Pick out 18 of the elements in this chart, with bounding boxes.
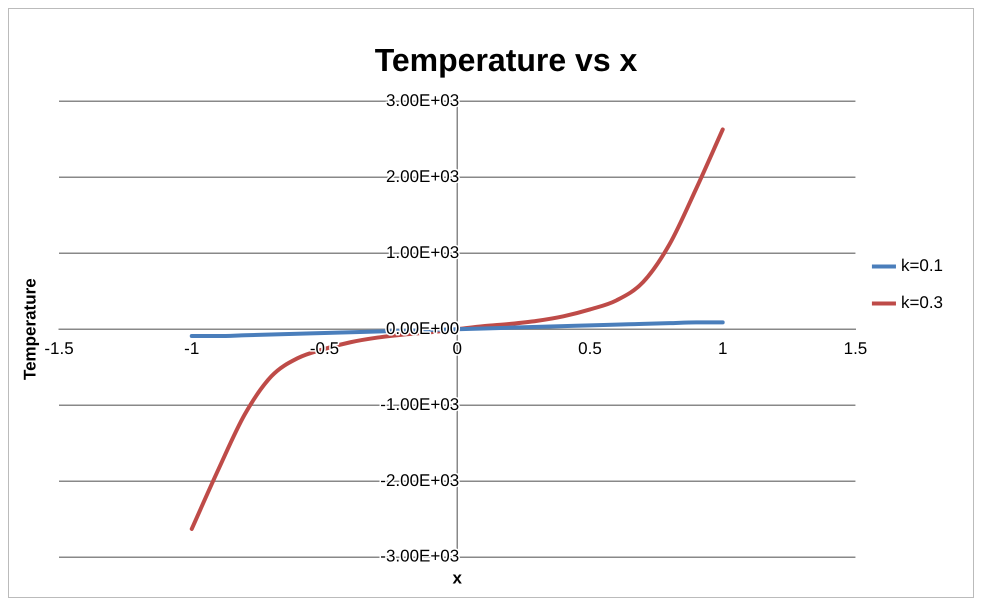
legend-label: k=0.3 [900,293,943,312]
y-axis-title: Temperature [20,278,40,380]
y-tick-label: -3.00E+03 [380,546,460,566]
y-tick-label: -1.00E+03 [380,394,460,414]
legend-label: k=0.1 [900,256,943,276]
x-tick-label: 0.5 [578,338,602,358]
x-tick-label: 1 [718,338,728,358]
x-tick-label: 0 [452,338,462,358]
y-tick-label: 2.00E+03 [386,167,460,186]
chart-title: Temperature vs x [374,42,638,78]
y-tick-label: 1.00E+03 [386,242,460,262]
line-series [190,320,725,338]
x-tick-label: -1.5 [44,338,74,358]
y-tick-label: 3.00E+03 [386,91,460,110]
x-axis-title: x [452,568,462,588]
x-tick-label: -1 [184,338,200,358]
x-tick-label: 1.5 [844,338,868,358]
y-tick-label: -2.00E+03 [380,470,460,490]
